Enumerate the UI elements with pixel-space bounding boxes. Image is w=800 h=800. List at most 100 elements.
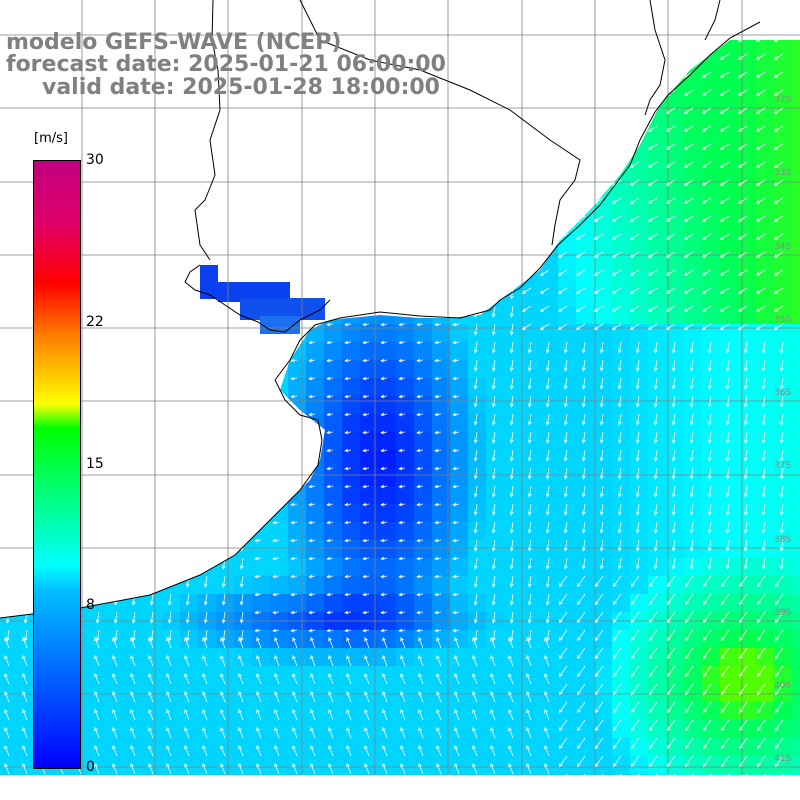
- wind-arrow: [630, 647, 640, 660]
- wind-speed-cell: [666, 378, 685, 397]
- wind-speed-cell: [666, 198, 685, 217]
- wind-speed-cell: [576, 666, 595, 685]
- wind-speed-cell: [234, 720, 253, 739]
- wind-arrow: [416, 412, 424, 417]
- wind-arrow: [221, 593, 226, 606]
- wind-speed-cell: [378, 684, 397, 703]
- wind-arrow: [473, 629, 478, 642]
- wind-arrow: [581, 467, 586, 480]
- wind-arrow: [707, 395, 712, 408]
- wind-speed-cell: [594, 558, 613, 577]
- wind-speed-cell: [486, 774, 505, 775]
- latitude-label: 36S: [774, 388, 791, 398]
- wind-speed-cell: [252, 774, 271, 775]
- wind-speed-cell: [720, 144, 739, 163]
- wind-speed-cell: [0, 630, 19, 649]
- wind-arrow: [328, 690, 334, 703]
- wind-speed-cell: [162, 648, 181, 667]
- wind-speed-cell: [486, 432, 505, 451]
- wind-speed-cell: [324, 756, 343, 775]
- wind-speed-cell: [414, 684, 433, 703]
- wind-arrow: [238, 672, 244, 685]
- wind-speed-cell: [594, 324, 613, 343]
- wind-arrow: [472, 762, 478, 775]
- wind-arrow: [599, 413, 604, 426]
- wind-speed-cell: [558, 270, 577, 289]
- wind-speed-cell: [648, 738, 667, 757]
- wind-speed-cell: [360, 720, 379, 739]
- wind-arrow: [509, 377, 514, 390]
- wind-speed-cell: [666, 702, 685, 721]
- wind-speed-cell: [594, 288, 613, 307]
- wind-speed-cell: [558, 378, 577, 397]
- wind-arrow: [671, 467, 676, 480]
- wind-speed-cell: [360, 450, 379, 469]
- wind-speed-cell: [612, 342, 631, 361]
- wind-arrow: [326, 574, 334, 579]
- wind-speed-cell: [342, 558, 361, 577]
- wind-arrow: [362, 358, 370, 363]
- wind-speed-cell: [522, 360, 541, 379]
- wind-speed-cell: [198, 594, 217, 613]
- wind-arrow: [617, 359, 622, 372]
- wind-speed-cell: [720, 594, 739, 613]
- wind-speed-cell: [666, 342, 685, 361]
- wind-arrow: [4, 744, 10, 757]
- wind-speed-cell: [756, 342, 775, 361]
- wind-arrow: [558, 647, 568, 660]
- wind-speed-cell: [666, 90, 685, 109]
- wind-speed-cell: [270, 522, 289, 541]
- wind-speed-cell: [360, 396, 379, 415]
- wind-speed-cell: [756, 252, 775, 271]
- wind-speed-cell: [558, 252, 577, 271]
- wind-arrow: [599, 449, 604, 462]
- wind-arrow: [629, 233, 640, 240]
- wind-arrow: [544, 744, 550, 757]
- wind-speed-cell: [630, 594, 649, 613]
- wind-arrow: [617, 449, 622, 462]
- wind-arrow: [737, 40, 748, 42]
- wind-arrow: [671, 377, 676, 390]
- wind-arrow: [5, 629, 10, 642]
- wind-arrow: [418, 726, 424, 739]
- wind-arrow: [148, 762, 154, 775]
- wind-speed-cell: [108, 774, 127, 775]
- wind-arrow: [509, 359, 514, 372]
- wind-arrow: [491, 557, 496, 570]
- wind-speed-cell: [432, 504, 451, 523]
- wind-speed-cell: [234, 666, 253, 685]
- wind-arrow: [707, 485, 712, 498]
- wind-speed-cell: [468, 360, 487, 379]
- wind-arrow: [774, 719, 784, 732]
- wind-speed-cell: [360, 378, 379, 397]
- wind-arrow: [202, 654, 208, 667]
- wind-arrow: [364, 762, 370, 775]
- wind-speed-cell: [540, 540, 559, 559]
- wind-arrow: [755, 233, 766, 240]
- wind-speed-cell: [342, 468, 361, 487]
- wind-speed-cell: [684, 162, 703, 181]
- wind-arrow: [599, 503, 604, 516]
- wind-speed-cell: [594, 234, 613, 253]
- wind-speed-cell: [414, 468, 433, 487]
- wind-speed-cell: [324, 666, 343, 685]
- wind-arrow: [434, 556, 442, 561]
- valid-date: valid date: 2025-01-28 18:00:00: [42, 75, 440, 100]
- wind-speed-cell: [540, 468, 559, 487]
- wind-speed-cell: [18, 702, 37, 721]
- wind-speed-cell: [738, 40, 757, 55]
- wind-speed-cell: [180, 720, 199, 739]
- wind-arrow: [581, 521, 586, 534]
- wind-arrow: [612, 665, 622, 678]
- wind-arrow: [166, 708, 172, 721]
- wind-arrow: [581, 395, 586, 408]
- wind-arrow: [380, 394, 388, 399]
- wind-arrow: [611, 287, 622, 294]
- wind-arrow: [238, 744, 244, 757]
- wind-speed-cell: [216, 774, 235, 775]
- wind-speed-cell: [702, 666, 721, 685]
- wind-speed-cell: [648, 432, 667, 451]
- wind-speed-cell: [486, 756, 505, 775]
- wind-arrow: [290, 592, 298, 597]
- wind-arrow: [220, 726, 226, 739]
